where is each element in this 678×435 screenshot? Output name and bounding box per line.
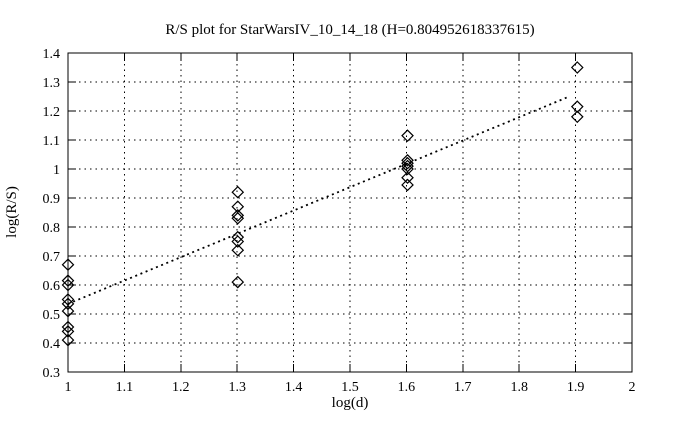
- x-tick-label: 1.1: [116, 380, 134, 395]
- y-tick-label: 0.8: [43, 221, 61, 236]
- y-tick-label: 1.1: [43, 134, 61, 149]
- data-point-diamond: [61, 274, 75, 287]
- data-point-diamond: [61, 258, 75, 272]
- y-tick-label: 0.5: [43, 308, 61, 323]
- data-point-diamond: [231, 243, 245, 257]
- data-point-diamond: [231, 211, 245, 225]
- x-tick-label: 1.4: [285, 380, 303, 395]
- y-tick-label: 0.6: [43, 279, 61, 294]
- x-tick-label: 2: [629, 380, 636, 395]
- data-point-diamond: [231, 185, 245, 199]
- y-tick-label: 0.4: [43, 337, 61, 352]
- data-point-diamond: [61, 297, 75, 311]
- data-point-diamond: [401, 178, 414, 192]
- data-point-diamond: [231, 235, 245, 248]
- x-tick-label: 1.3: [228, 380, 246, 395]
- x-tick-label: 1.9: [567, 380, 585, 395]
- x-tick-label: 1.7: [454, 380, 472, 395]
- y-tick-label: 0.3: [43, 366, 61, 381]
- data-point-diamond: [570, 61, 584, 74]
- data-point-diamond: [61, 320, 75, 334]
- data-point-diamond: [570, 110, 584, 124]
- data-point-diamond: [61, 325, 75, 338]
- data-point-diamond: [401, 162, 414, 176]
- fit-line: [67, 95, 571, 305]
- data-point-diamond: [401, 156, 414, 170]
- data-point-diamond: [401, 153, 414, 167]
- data-point-diamond: [61, 304, 75, 318]
- data-point-diamond: [61, 278, 75, 292]
- x-tick-label: 1.6: [398, 380, 416, 395]
- y-tick-label: 0.7: [43, 250, 61, 265]
- y-tick-label: 0.9: [43, 192, 61, 207]
- y-tick-label: 1.4: [43, 47, 61, 62]
- y-tick-label: 1: [53, 163, 60, 178]
- x-axis-label: log(d): [332, 395, 369, 411]
- chart-title: R/S plot for StarWarsIV_10_14_18 (H=0.80…: [165, 22, 534, 38]
- y-axis-label: log(R/S): [4, 186, 20, 238]
- y-tick-label: 1.2: [43, 105, 61, 120]
- x-tick-label: 1.8: [510, 380, 528, 395]
- data-point-diamond: [401, 129, 414, 142]
- data-point-diamond: [61, 333, 75, 347]
- data-point-diamond: [231, 230, 245, 244]
- x-tick-label: 1.2: [172, 380, 190, 395]
- y-tick-label: 1.3: [43, 76, 61, 91]
- data-point-diamond: [231, 209, 245, 222]
- x-tick-label: 1: [65, 380, 72, 395]
- plot-area: 1 1.1 1.2 1.3 1.4 1.5 1.6 1.7 1.8 1.9 2 0.3 0.4 0.5 0.…: [43, 47, 636, 395]
- data-point-diamond: [401, 171, 414, 185]
- data-point-diamond: [231, 275, 245, 289]
- data-point-diamond: [570, 100, 584, 113]
- x-tick-label: 1.5: [341, 380, 359, 395]
